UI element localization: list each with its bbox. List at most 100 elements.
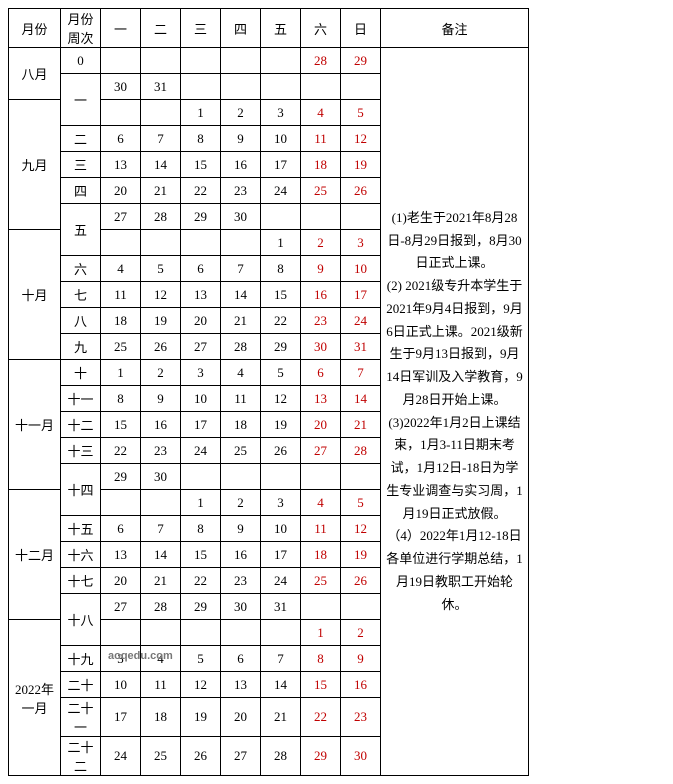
- day-cell: 18: [301, 152, 341, 178]
- day-cell: 10: [181, 386, 221, 412]
- day-cell: 20: [181, 308, 221, 334]
- day-cell: 12: [181, 672, 221, 698]
- day-cell: 26: [341, 568, 381, 594]
- day-cell: 15: [301, 672, 341, 698]
- watermark: aoqedu.com: [108, 650, 173, 662]
- day-cell: 2: [221, 490, 261, 516]
- week-cell: 二: [61, 126, 101, 152]
- header-day-7: 日: [341, 9, 381, 48]
- week-cell: 十二: [61, 412, 101, 438]
- header-notes: 备注: [381, 9, 529, 48]
- day-cell: 21: [341, 412, 381, 438]
- day-cell: 11: [301, 126, 341, 152]
- day-cell: 27: [221, 737, 261, 776]
- day-cell: 7: [341, 360, 381, 386]
- week-cell: 十八: [61, 594, 101, 646]
- day-cell: 18: [141, 698, 181, 737]
- day-cell: 26: [341, 178, 381, 204]
- day-cell: 4: [221, 360, 261, 386]
- day-cell: 16: [341, 672, 381, 698]
- day-cell: 7: [261, 646, 301, 672]
- day-cell: 10: [261, 126, 301, 152]
- day-cell: 28: [141, 594, 181, 620]
- day-cell: 19: [341, 152, 381, 178]
- day-cell: [261, 620, 301, 646]
- day-cell: 3: [181, 360, 221, 386]
- day-cell: 7: [141, 516, 181, 542]
- day-cell: 1: [101, 360, 141, 386]
- day-cell: 27: [101, 204, 141, 230]
- day-cell: 12: [341, 516, 381, 542]
- day-cell: 20: [301, 412, 341, 438]
- month-cell: 九月: [9, 100, 61, 230]
- day-cell: [301, 464, 341, 490]
- month-cell: 十一月: [9, 360, 61, 490]
- day-cell: 31: [261, 594, 301, 620]
- day-cell: 13: [181, 282, 221, 308]
- day-cell: 8: [301, 646, 341, 672]
- day-cell: 16: [221, 542, 261, 568]
- day-cell: 5: [141, 256, 181, 282]
- day-cell: 10: [101, 672, 141, 698]
- day-cell: 13: [101, 542, 141, 568]
- day-cell: 24: [261, 178, 301, 204]
- day-cell: 5: [181, 646, 221, 672]
- week-cell: 四: [61, 178, 101, 204]
- day-cell: 10: [341, 256, 381, 282]
- day-cell: 20: [101, 178, 141, 204]
- day-cell: 15: [181, 542, 221, 568]
- week-cell: 十四: [61, 464, 101, 516]
- day-cell: 1: [181, 490, 221, 516]
- day-cell: 30: [221, 204, 261, 230]
- day-cell: 7: [221, 256, 261, 282]
- day-cell: 22: [181, 178, 221, 204]
- day-cell: [141, 620, 181, 646]
- day-cell: [141, 230, 181, 256]
- week-cell: 0: [61, 48, 101, 74]
- day-cell: [181, 230, 221, 256]
- week-cell: 九: [61, 334, 101, 360]
- day-cell: [181, 620, 221, 646]
- day-cell: 12: [261, 386, 301, 412]
- day-cell: 30: [141, 464, 181, 490]
- day-cell: [301, 594, 341, 620]
- day-cell: 22: [101, 438, 141, 464]
- day-cell: 29: [181, 204, 221, 230]
- day-cell: 3: [261, 490, 301, 516]
- day-cell: 12: [141, 282, 181, 308]
- week-cell: 十九: [61, 646, 101, 672]
- header-day-4: 四: [221, 9, 261, 48]
- calendar-container: 月份 月份周次 一 二 三 四 五 六 日 备注 八月02829(1)老生于20…: [8, 8, 665, 776]
- day-cell: [221, 230, 261, 256]
- day-cell: 5: [341, 100, 381, 126]
- day-cell: 20: [101, 568, 141, 594]
- day-cell: 7: [141, 126, 181, 152]
- day-cell: 30: [341, 737, 381, 776]
- month-cell: 2022年一月: [9, 620, 61, 776]
- week-cell: 八: [61, 308, 101, 334]
- day-cell: 1: [261, 230, 301, 256]
- day-cell: [261, 204, 301, 230]
- day-cell: 6: [301, 360, 341, 386]
- day-cell: 29: [261, 334, 301, 360]
- week-cell: 二十: [61, 672, 101, 698]
- day-cell: 9: [221, 126, 261, 152]
- day-cell: 25: [101, 334, 141, 360]
- day-cell: 11: [221, 386, 261, 412]
- notes-cell: (1)老生于2021年8月28日-8月29日报到，8月30日正式上课。 (2) …: [381, 48, 529, 776]
- day-cell: 3: [261, 100, 301, 126]
- day-cell: 19: [181, 698, 221, 737]
- day-cell: 14: [341, 386, 381, 412]
- day-cell: 29: [341, 48, 381, 74]
- month-cell: 十月: [9, 230, 61, 360]
- day-cell: 30: [301, 334, 341, 360]
- day-cell: 23: [301, 308, 341, 334]
- day-cell: 17: [341, 282, 381, 308]
- day-cell: 19: [261, 412, 301, 438]
- day-cell: 8: [181, 126, 221, 152]
- week-cell: 十七: [61, 568, 101, 594]
- day-cell: 4: [301, 490, 341, 516]
- day-cell: [341, 464, 381, 490]
- day-cell: 27: [101, 594, 141, 620]
- day-cell: 8: [181, 516, 221, 542]
